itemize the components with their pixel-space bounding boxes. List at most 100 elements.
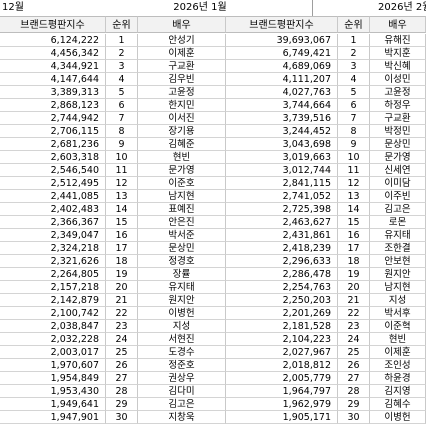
cell-prev-index: 4,147,644: [0, 73, 106, 86]
month-row: 12월 2026년 1월 2026년 2월: [0, 0, 426, 16]
cell-actor: 도경수: [138, 346, 226, 359]
table-row: 2,366,367 15 안은진 2,463,627 15 로몬: [0, 216, 426, 229]
cell-rank: 9: [106, 138, 138, 151]
cell-index: 3,244,452: [226, 125, 338, 138]
cell-rank: 5: [106, 86, 138, 99]
cell-index: 2,027,967: [226, 346, 338, 359]
cell-prev-index: 2,603,318: [0, 151, 106, 164]
cell-index: 4,689,069: [226, 60, 338, 73]
table-row: 4,456,342 2 이제훈 6,749,421 2 박지훈: [0, 47, 426, 60]
cell-prev-index: 2,324,218: [0, 242, 106, 255]
header-index: 브랜드평판지수: [226, 16, 338, 33]
cell-rank: 2: [106, 47, 138, 60]
cell-prev-index: 1,954,849: [0, 372, 106, 385]
cell-next-actor: 김혜수: [370, 398, 426, 411]
cell-index: 2,418,239: [226, 242, 338, 255]
month-label-left: 12월: [2, 2, 24, 13]
cell-actor: 정경호: [138, 255, 226, 268]
cell-next-actor: 이주빈: [370, 190, 426, 203]
cell-next-rank: 15: [338, 216, 370, 229]
cell-next-rank: 16: [338, 229, 370, 242]
cell-rank: 21: [106, 294, 138, 307]
cell-actor: 이서진: [138, 112, 226, 125]
cell-next-rank: 21: [338, 294, 370, 307]
cell-actor: 김다미: [138, 385, 226, 398]
cell-next-rank: 10: [338, 151, 370, 164]
cell-prev-index: 4,456,342: [0, 47, 106, 60]
cell-next-rank: 4: [338, 73, 370, 86]
cell-prev-index: 2,681,236: [0, 138, 106, 151]
month-label-center: 2026년 1월: [173, 2, 227, 13]
cell-next-rank: 7: [338, 112, 370, 125]
cell-index: 3,043,698: [226, 138, 338, 151]
table-row: 2,032,228 24 서현진 2,104,223 24 현빈: [0, 333, 426, 346]
table-row: 1,947,901 30 지창욱 1,905,171 30 이병헌: [0, 411, 426, 424]
cell-prev-index: 1,947,901: [0, 411, 106, 424]
cell-prev-index: 2,512,495: [0, 177, 106, 190]
cell-rank: 6: [106, 99, 138, 112]
table-row: 2,264,805 19 장률 2,286,478 19 원지안: [0, 268, 426, 281]
table-row: 1,949,641 29 김고은 1,962,979 29 김혜수: [0, 398, 426, 411]
table-row: 2,546,540 11 문가영 3,012,744 11 신세연: [0, 164, 426, 177]
cell-next-rank: 18: [338, 255, 370, 268]
cell-rank: 18: [106, 255, 138, 268]
cell-next-actor: 박서후: [370, 307, 426, 320]
cell-next-actor: 박지훈: [370, 47, 426, 60]
header-actor: 배우: [138, 16, 226, 33]
cell-next-rank: 17: [338, 242, 370, 255]
cell-rank: 22: [106, 307, 138, 320]
cell-prev-index: 2,142,879: [0, 294, 106, 307]
cell-prev-index: 2,038,847: [0, 320, 106, 333]
cell-next-actor: 이미담: [370, 177, 426, 190]
cell-index: 2,725,398: [226, 203, 338, 216]
cell-actor: 서현진: [138, 333, 226, 346]
table-row: 2,003,017 25 도경수 2,027,967 25 이제훈: [0, 346, 426, 359]
table-row: 6,124,222 1 안성기 39,693,067 1 유해진: [0, 34, 426, 47]
cell-next-rank: 9: [338, 138, 370, 151]
cell-next-rank: 5: [338, 86, 370, 99]
cell-next-actor: 원지안: [370, 268, 426, 281]
cell-next-actor: 지성: [370, 294, 426, 307]
cell-next-rank: 29: [338, 398, 370, 411]
cell-index: 2,741,052: [226, 190, 338, 203]
cell-next-rank: 3: [338, 60, 370, 73]
cell-next-actor: 이성민: [370, 73, 426, 86]
cell-actor: 이준호: [138, 177, 226, 190]
cell-actor: 정준호: [138, 359, 226, 372]
cell-actor: 이병헌: [138, 307, 226, 320]
table-row: 2,157,218 20 유지태 2,254,763 20 남지현: [0, 281, 426, 294]
cell-next-rank: 8: [338, 125, 370, 138]
cell-next-actor: 문상민: [370, 138, 426, 151]
cell-index: 3,744,664: [226, 99, 338, 112]
cell-prev-index: 2,546,540: [0, 164, 106, 177]
cell-rank: 28: [106, 385, 138, 398]
cell-index: 2,254,763: [226, 281, 338, 294]
cell-next-actor: 유지태: [370, 229, 426, 242]
cell-index: 1,905,171: [226, 411, 338, 424]
cell-index: 2,296,633: [226, 255, 338, 268]
cell-index: 39,693,067: [226, 34, 338, 47]
cell-actor: 원지안: [138, 294, 226, 307]
table-row: 2,868,123 6 한지민 3,744,664 6 하정우: [0, 99, 426, 112]
cell-next-rank: 13: [338, 190, 370, 203]
cell-next-actor: 남지현: [370, 281, 426, 294]
cell-next-rank: 2: [338, 47, 370, 60]
table-row: 1,954,849 27 권상우 2,005,779 27 하윤경: [0, 372, 426, 385]
cell-rank: 30: [106, 411, 138, 424]
cell-actor: 남지현: [138, 190, 226, 203]
cell-rank: 27: [106, 372, 138, 385]
cell-next-rank: 24: [338, 333, 370, 346]
cell-actor: 문상민: [138, 242, 226, 255]
cell-actor: 장기용: [138, 125, 226, 138]
table-row: 2,321,626 18 정경호 2,296,633 18 안보현: [0, 255, 426, 268]
cell-index: 4,027,763: [226, 86, 338, 99]
cell-next-actor: 고윤정: [370, 86, 426, 99]
cell-prev-index: 2,349,047: [0, 229, 106, 242]
cell-actor: 표예진: [138, 203, 226, 216]
table-row: 1,953,430 28 김다미 1,964,797 28 김지영: [0, 385, 426, 398]
divider: [312, 0, 313, 16]
cell-next-rank: 26: [338, 359, 370, 372]
cell-index: 2,250,203: [226, 294, 338, 307]
cell-rank: 3: [106, 60, 138, 73]
table-row: 2,402,483 14 표예진 2,725,398 14 김고은: [0, 203, 426, 216]
